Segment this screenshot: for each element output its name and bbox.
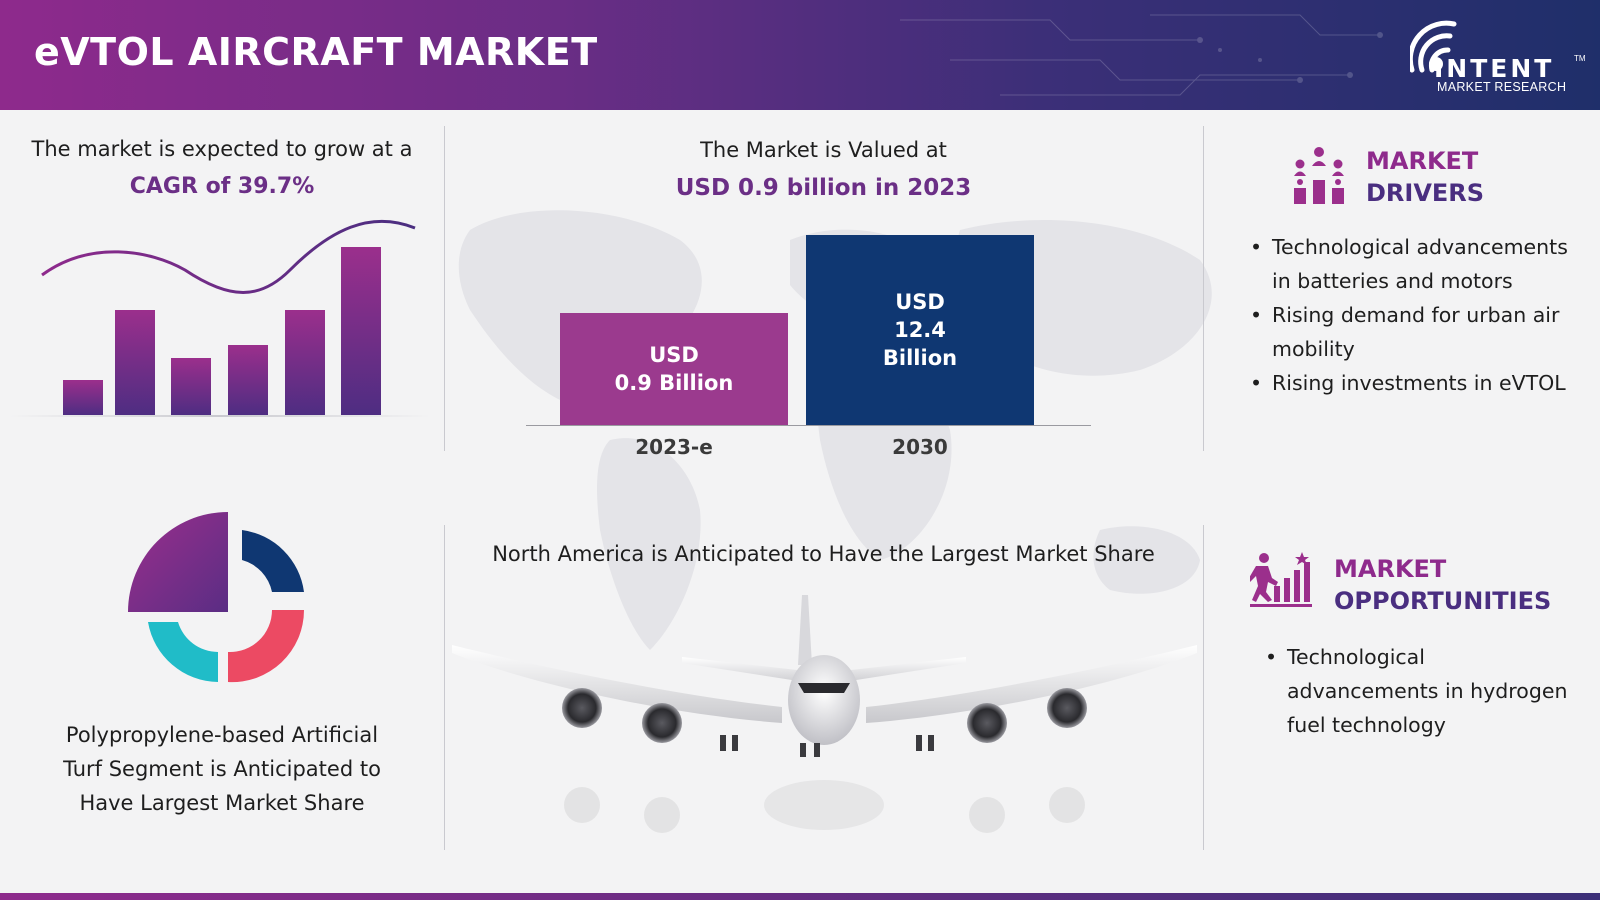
driver-item: Rising investments in eVTOL [1250, 366, 1590, 400]
segment-text: Polypropylene-based Artificial Turf Segm… [63, 723, 381, 815]
pie-segment [242, 530, 304, 592]
growth-trend-line [41, 219, 416, 294]
cagr-text: The market is expected to grow at a [31, 137, 413, 161]
valuation-text: The Market is Valued at [700, 138, 947, 162]
bar-2023 [560, 312, 788, 425]
bar-2030 [806, 235, 1034, 425]
growth-bar [285, 310, 325, 415]
divider-bottom-left [444, 525, 445, 850]
valuation-value: USD 0.9 billion in 2023 [675, 175, 972, 201]
drivers-heading: MARKET DRIVERS [1366, 147, 1485, 207]
growth-baseline [10, 415, 430, 417]
category-label-2023: 2023-e [635, 435, 713, 459]
pie-segment [228, 610, 305, 683]
logo-wordmark: INTENT [1434, 54, 1555, 83]
drivers-list: Technological advancements in batteries … [1250, 230, 1590, 400]
category-label-2030: 2030 [892, 435, 948, 459]
market-drivers-icon [1294, 147, 1344, 204]
driver-item: Rising demand for urban air mobility [1250, 298, 1590, 366]
market-value-chart: USD 0.9 Billion USD 12.4 Billion 2023-e … [444, 200, 1203, 470]
region-text: North America is Anticipated to Have the… [492, 542, 1155, 566]
growth-bar [115, 310, 155, 415]
growth-bar [63, 380, 103, 415]
divider-bottom-right [1203, 525, 1204, 850]
growth-graphic [10, 219, 430, 417]
cagr-value: CAGR of 39.7% [129, 174, 315, 199]
pie-segment-largest [128, 512, 228, 612]
segment-pie-graphic [128, 512, 305, 683]
chart-baseline [526, 425, 1091, 426]
divider-top-left [444, 126, 445, 451]
growth-bar [341, 247, 381, 415]
bar-label-2030: USD 12.4 Billion [882, 290, 958, 370]
footer-bar [0, 893, 1600, 900]
logo-trademark: TM [1574, 54, 1586, 63]
header-banner: eVTOL AIRCRAFT MARKET INTENT TM MARKET R… [0, 0, 1600, 110]
opportunities-list: Technological advancements in hydrogen f… [1265, 640, 1580, 742]
page-title: eVTOL AIRCRAFT MARKET [34, 30, 598, 74]
opportunity-item: Technological advancements in hydrogen f… [1265, 640, 1580, 742]
growth-bar [228, 345, 268, 415]
circuit-pattern [900, 14, 1383, 96]
wifi-signal-icon [1410, 20, 1457, 73]
opportunities-heading: MARKET OPPORTUNITIES [1334, 555, 1552, 615]
pie-segment [148, 622, 218, 682]
logo-subtitle: MARKET RESEARCH [1437, 80, 1567, 94]
divider-top-right [1203, 126, 1204, 451]
driver-item: Technological advancements in batteries … [1250, 230, 1590, 298]
airplane-illustration [452, 595, 1197, 833]
market-opportunities-icon [1250, 552, 1312, 607]
company-logo: INTENT TM MARKET RESEARCH [1410, 14, 1590, 96]
growth-bar [171, 358, 211, 415]
bar-label-2023: USD 0.9 Billion [614, 342, 734, 395]
